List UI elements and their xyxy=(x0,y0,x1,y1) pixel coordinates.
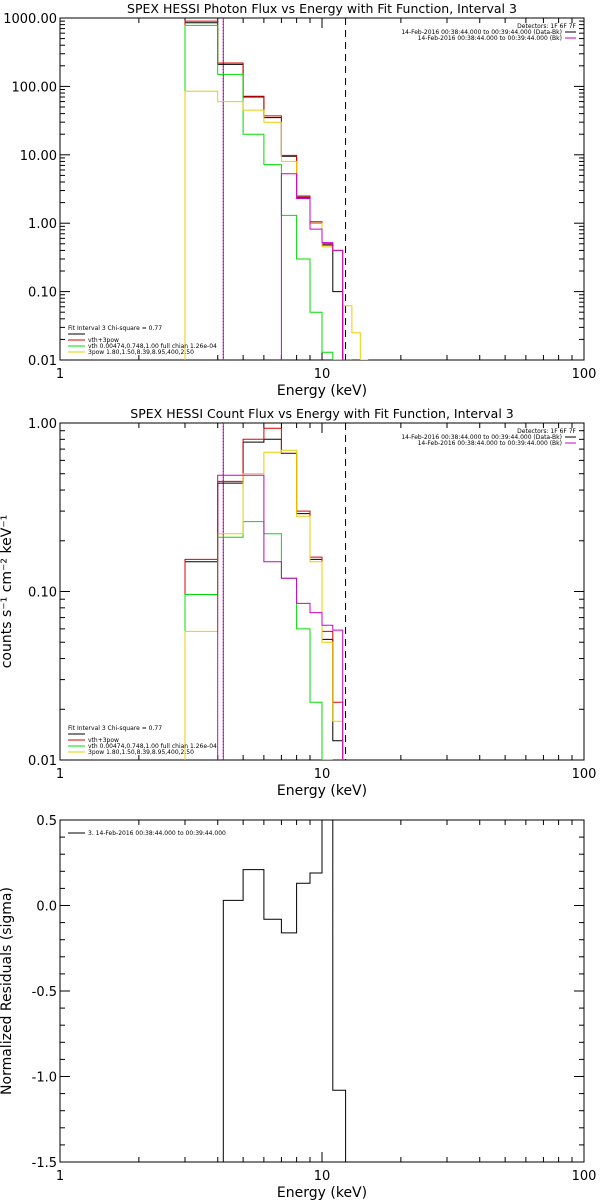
chart-title-0: SPEX HESSI Photon Flux vs Energy with Fi… xyxy=(127,1,517,16)
legend-entry-right: 14-Feb-2016 00:38:44.000 to 00:39:44.000… xyxy=(418,440,562,447)
x-tick-label: 100 xyxy=(572,1169,597,1184)
legend-entry: 3pow 1.80,1.50,8.39,8.95,400,2.50 xyxy=(88,349,194,356)
legend-header: Fit Interval 3 Chi-square = 0.77 xyxy=(68,725,162,732)
y-axis-label: Normalized Residuals (sigma) xyxy=(0,887,15,1095)
x-tick-label: 10 xyxy=(314,1169,331,1184)
series-line xyxy=(184,427,344,760)
legend-entry: vth+3pow xyxy=(88,737,119,744)
legend-entry: vth 0.00474,0.748,1.00 full chian 1.26e-… xyxy=(88,343,217,350)
y-tick-label: 10.00 xyxy=(20,149,57,164)
x-axis-label: Energy (keV) xyxy=(277,783,367,799)
y-tick-label: -1.0 xyxy=(32,1071,57,1086)
series-line xyxy=(222,820,347,1162)
y-tick-label: -1.5 xyxy=(32,1156,57,1171)
y-tick-label: 1.00 xyxy=(28,417,57,432)
legend-entry-right: 14-Feb-2016 00:38:44.000 to 00:39:44.000… xyxy=(418,35,562,42)
chart-title-1: SPEX HESSI Count Flux vs Energy with Fit… xyxy=(130,406,513,421)
series-line xyxy=(184,24,343,360)
legend-header: Fit Interval 3 Chi-square = 0.77 xyxy=(68,325,162,332)
series-group-0 xyxy=(184,20,369,360)
series-line xyxy=(184,449,344,760)
y-tick-label: 0.5 xyxy=(36,814,57,829)
x-tick-label: 10 xyxy=(314,367,331,382)
series-line xyxy=(280,173,344,360)
legend-entry-right: 14-Feb-2016 00:38:44.000 to 00:39:44.000… xyxy=(401,434,562,441)
series-line xyxy=(217,474,344,760)
y-axis-label: counts s⁻¹ cm⁻² keV⁻¹ xyxy=(0,515,15,669)
x-axis-label: Energy (keV) xyxy=(277,1185,367,1200)
series-group-1 xyxy=(184,427,344,760)
series-line xyxy=(184,20,352,360)
x-tick-label: 100 xyxy=(572,767,597,782)
y-tick-label: 0.01 xyxy=(28,754,57,769)
y-tick-label: 1.00 xyxy=(28,217,57,232)
legend-entry-right: 14-Feb-2016 00:38:44.000 to 00:39:44.000… xyxy=(401,29,562,36)
y-tick-label: -0.5 xyxy=(32,985,57,1000)
x-tick-label: 1 xyxy=(56,367,64,382)
legend-entry: 3. 14-Feb-2016 00:38:44.000 to 00:39:44.… xyxy=(88,830,226,837)
y-tick-label: 0.0 xyxy=(36,900,57,915)
legend-entry: 3pow 1.80,1.50,8.39,8.95,400,2.50 xyxy=(88,749,194,756)
x-tick-label: 10 xyxy=(314,767,331,782)
series-group-2 xyxy=(222,820,347,1162)
legend-header-right: Detectors: 1F 6F 7F xyxy=(517,428,576,435)
series-line xyxy=(184,22,352,360)
y-tick-label: 1000.00 xyxy=(3,12,57,27)
y-tick-label: 100.00 xyxy=(12,80,58,95)
y-tick-label: 0.01 xyxy=(28,354,57,369)
legend-header-right: Detectors: 1F 6F 7F xyxy=(517,23,576,30)
x-tick-label: 1 xyxy=(56,767,64,782)
x-axis-label: Energy (keV) xyxy=(277,383,367,399)
y-tick-label: 0.10 xyxy=(28,586,57,601)
plot-frame-0 xyxy=(59,17,585,361)
legend-entry: vth+3pow xyxy=(88,337,119,344)
x-tick-label: 100 xyxy=(572,367,597,382)
x-tick-label: 1 xyxy=(56,1169,64,1184)
series-line xyxy=(184,90,369,360)
y-tick-label: 0.10 xyxy=(28,286,57,301)
legend-entry: vth 0.00474,0.748,1.00 full chian 1.26e-… xyxy=(88,743,217,750)
